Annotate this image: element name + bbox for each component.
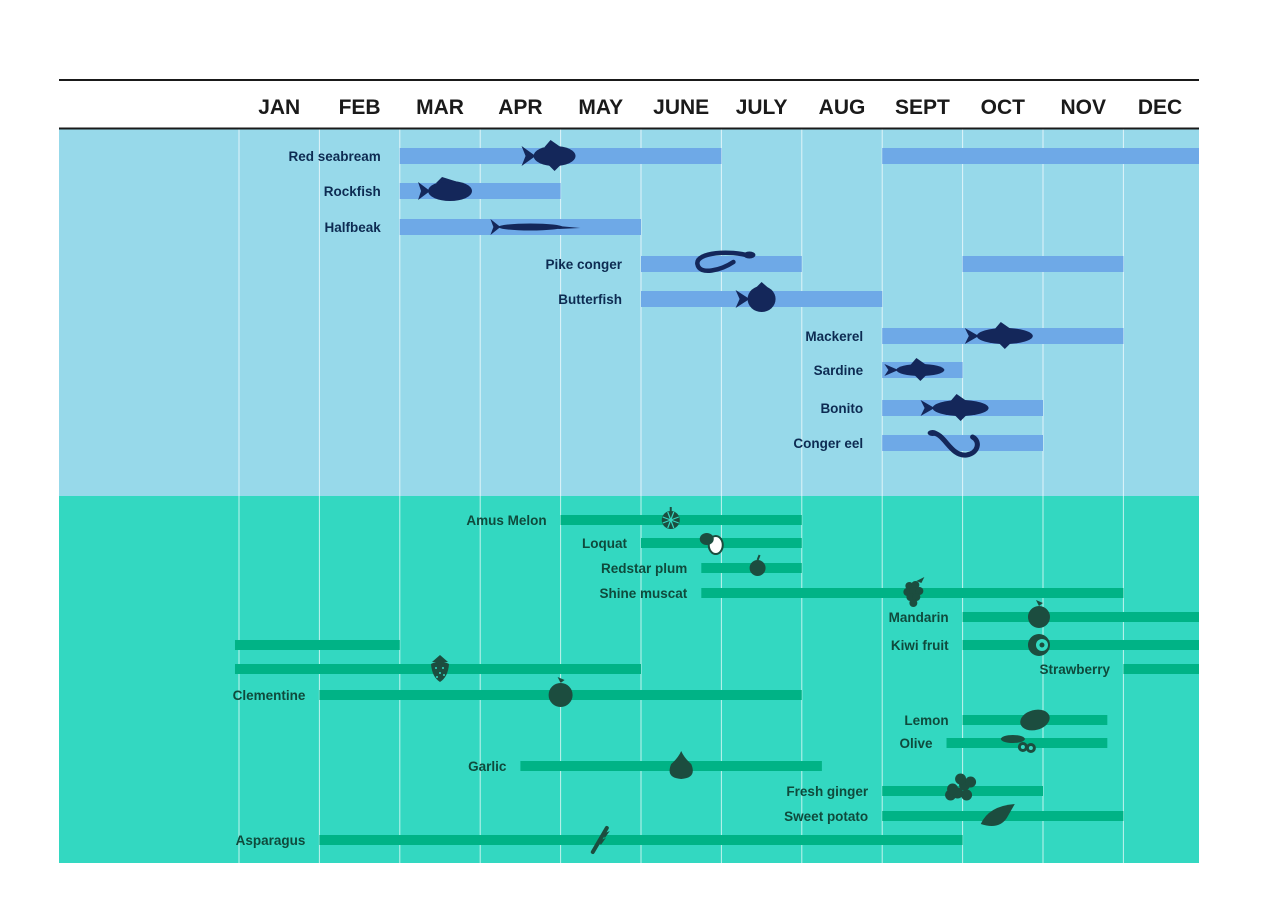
plum-icon	[749, 554, 766, 576]
bonito-icon	[920, 394, 989, 421]
fish-label: Rockfish	[324, 184, 381, 199]
butterfish-icon	[735, 282, 776, 312]
produce-row: Mandarin	[889, 600, 1199, 628]
month-label: JAN	[258, 96, 300, 119]
month-label: OCT	[981, 96, 1026, 119]
fish-row: Halfbeak	[325, 219, 641, 235]
ginger-icon	[945, 773, 977, 801]
fish-row: Red seabream	[288, 140, 1199, 171]
month-label: JUNE	[653, 96, 709, 119]
fish-row: Rockfish	[324, 177, 561, 201]
month-label: AUG	[819, 96, 866, 119]
kiwi-icon	[1027, 634, 1050, 656]
fish-icon	[521, 140, 576, 171]
season-bar	[962, 612, 1199, 622]
fish-row: Bonito	[820, 394, 1043, 421]
season-bar	[234, 640, 400, 650]
month-label: MAR	[416, 96, 464, 119]
fish-band	[59, 129, 1199, 496]
month-label: FEB	[339, 96, 381, 119]
halfbeak-icon	[490, 219, 581, 235]
produce-label: Loquat	[582, 536, 627, 551]
season-bar	[962, 640, 1199, 650]
season-bar	[946, 738, 1108, 748]
month-label: JULY	[736, 96, 788, 119]
fish-row: Pike conger	[545, 250, 1124, 273]
clementine-icon	[548, 677, 573, 707]
produce-label: Asparagus	[236, 833, 306, 848]
produce-row: Clementine	[233, 677, 802, 707]
produce-row: Asparagus	[236, 826, 963, 854]
month-label: APR	[498, 96, 542, 119]
produce-row: Loquat	[582, 533, 802, 555]
produce-label: Amus Melon	[466, 513, 546, 528]
fish-label: Conger eel	[793, 436, 863, 451]
produce-label: Shine muscat	[600, 586, 688, 601]
season-bar	[882, 435, 1043, 451]
conger-icon	[927, 430, 980, 458]
produce-row: Redstar plum	[601, 554, 802, 576]
produce-row: Lemon	[904, 709, 1108, 731]
fish-label: Mackerel	[805, 329, 863, 344]
fish-row: Mackerel	[805, 322, 1124, 349]
produce-row: Strawberry	[234, 655, 1199, 682]
loquat-icon	[699, 533, 724, 555]
strawberry-icon	[431, 655, 449, 682]
sweet-potato-icon	[980, 804, 1015, 826]
olive-icon	[1000, 735, 1036, 753]
fish-row: Sardine	[814, 358, 963, 381]
season-bar	[882, 148, 1199, 164]
produce-label: Clementine	[233, 688, 306, 703]
season-bar	[962, 256, 1124, 272]
mandarin-icon	[1027, 600, 1050, 628]
produce-label: Garlic	[468, 759, 507, 774]
month-label: DEC	[1138, 96, 1182, 119]
produce-label: Redstar plum	[601, 561, 687, 576]
grapes-icon	[903, 577, 925, 607]
season-bar	[560, 515, 802, 525]
season-bar	[319, 835, 963, 845]
eel-icon	[695, 250, 756, 273]
fish-label: Butterfish	[558, 292, 622, 307]
month-label: NOV	[1060, 96, 1106, 119]
mackerel-icon	[964, 322, 1033, 349]
produce-label: Lemon	[904, 713, 948, 728]
fish-label: Red seabream	[288, 149, 380, 164]
produce-row: Olive	[899, 735, 1108, 753]
fish-label: Pike conger	[545, 257, 622, 272]
fish-rows: Red seabream Rockfish Halfbeak Pike conger B…	[288, 140, 1199, 458]
fish-row: Conger eel	[793, 430, 1043, 458]
fish-label: Bonito	[820, 401, 863, 416]
produce-row: Garlic	[468, 751, 822, 779]
season-bar	[641, 256, 802, 272]
produce-band	[59, 496, 1199, 863]
produce-label: Sweet potato	[784, 809, 868, 824]
garlic-icon	[669, 751, 693, 779]
fish-label: Sardine	[814, 363, 864, 378]
sardine-icon	[884, 358, 945, 381]
month-label: MAY	[578, 96, 623, 119]
produce-row: Fresh ginger	[786, 773, 1043, 801]
produce-label: Mandarin	[889, 610, 949, 625]
rockfish-icon	[418, 177, 473, 201]
fish-label: Halfbeak	[325, 220, 382, 235]
produce-row: Sweet potato	[784, 804, 1124, 826]
produce-rows: Amus Melon Loquat Redstar plum Shine muscat…	[233, 507, 1199, 854]
season-bar	[1123, 664, 1199, 674]
lemon-icon	[1020, 709, 1050, 731]
produce-label: Fresh ginger	[786, 784, 869, 799]
produce-label: Kiwi fruit	[891, 638, 949, 653]
produce-row: Shine muscat	[600, 577, 1124, 607]
month-label: SEPT	[895, 96, 950, 119]
asparagus-icon	[590, 826, 610, 854]
melon-icon	[661, 507, 680, 529]
produce-label: Strawberry	[1039, 662, 1110, 677]
fish-row: Butterfish	[558, 282, 883, 312]
produce-label: Olive	[899, 736, 933, 751]
month-header: JAN FEB MAR APR MAY JUNE JULY AUG SEPT OCT NOV DEC	[258, 96, 1182, 119]
produce-row: Amus Melon	[466, 507, 802, 529]
produce-row: Kiwi fruit	[234, 634, 1199, 656]
